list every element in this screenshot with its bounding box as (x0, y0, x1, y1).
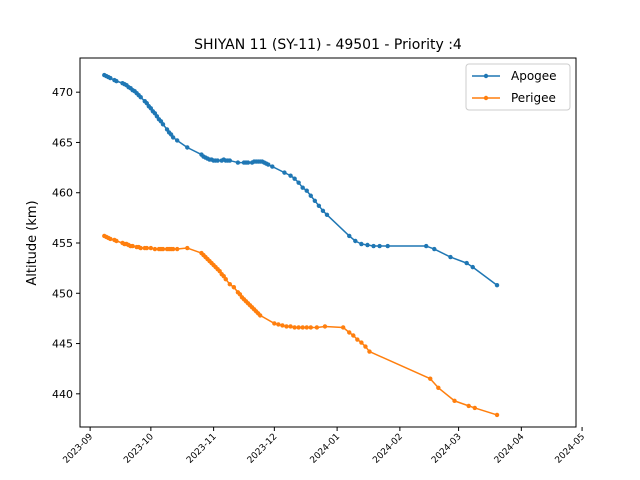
data-point (288, 173, 293, 178)
data-point (296, 325, 301, 330)
y-tick-label: 450 (52, 287, 73, 300)
data-point (130, 243, 135, 249)
data-point (152, 246, 158, 252)
data-point (282, 170, 287, 175)
data-point (235, 160, 241, 165)
data-point (276, 322, 281, 327)
data-point (280, 323, 285, 328)
series-apogee (102, 72, 500, 288)
data-point (170, 135, 176, 140)
data-point (322, 324, 328, 329)
data-point (494, 412, 500, 418)
data-point (452, 398, 457, 404)
data-point (359, 340, 364, 345)
chart-title: SHIYAN 11 (SY-11) - 49501 - Priority :4 (194, 37, 462, 53)
data-point (257, 313, 263, 318)
data-point (365, 242, 370, 248)
series-perigee (102, 233, 500, 418)
data-point (312, 198, 318, 203)
data-point (284, 324, 289, 329)
plot-area (80, 58, 576, 427)
data-point (108, 236, 113, 242)
data-point (363, 344, 368, 349)
legend-perigee-label: Perigee (511, 91, 556, 105)
data-point (308, 325, 313, 330)
data-point (300, 185, 305, 190)
data-point (448, 254, 453, 260)
y-tick-label: 470 (52, 86, 73, 99)
data-point (138, 245, 143, 251)
y-tick-label: 440 (52, 388, 73, 401)
data-point (185, 145, 190, 150)
data-point (227, 158, 233, 163)
data-point (288, 324, 293, 329)
data-point (114, 78, 119, 84)
data-point (148, 245, 154, 251)
data-point (316, 203, 322, 208)
data-point (160, 122, 166, 127)
data-point (347, 233, 352, 239)
data-point (432, 246, 437, 252)
data-point (494, 283, 500, 288)
data-point (466, 403, 471, 409)
data-point (377, 243, 382, 249)
data-point (292, 325, 297, 330)
data-point (464, 260, 469, 266)
y-tick-label: 465 (52, 136, 73, 149)
data-point (470, 264, 475, 270)
data-point (304, 188, 309, 193)
data-point (223, 277, 228, 282)
data-point (436, 385, 441, 390)
data-point (114, 238, 119, 244)
data-point (270, 164, 275, 169)
data-point (371, 243, 376, 249)
y-tick-label: 445 (52, 338, 73, 351)
data-point (138, 95, 143, 100)
data-point (308, 193, 313, 198)
data-point (320, 208, 326, 214)
legend-apogee-marker (483, 73, 489, 79)
data-point (266, 162, 271, 167)
data-point (359, 241, 364, 247)
y-tick-label: 460 (52, 187, 73, 200)
data-point (347, 330, 352, 335)
data-point (300, 325, 305, 330)
data-point (314, 325, 320, 330)
y-axis: 440 445 450 455 460 465 470 (52, 86, 80, 401)
plot-frame (79, 57, 577, 428)
data-point (353, 238, 358, 244)
data-point (292, 176, 297, 181)
data-point (385, 243, 390, 249)
data-point (227, 282, 233, 287)
legend-perigee-marker (483, 95, 489, 101)
data-point (428, 376, 433, 381)
y-axis-title: Altitude (km) (25, 200, 40, 285)
data-point (472, 405, 477, 411)
data-point (108, 75, 113, 81)
data-point (170, 246, 176, 252)
data-point (245, 160, 251, 165)
data-point (185, 245, 190, 251)
data-point (174, 138, 180, 143)
data-point (231, 285, 237, 290)
data-point (215, 158, 220, 163)
series-layer (102, 72, 500, 418)
data-point (160, 246, 166, 252)
legend: Apogee Perigee (465, 63, 571, 111)
legend-apogee-label: Apogee (511, 69, 557, 83)
data-point (304, 325, 309, 330)
data-point (367, 349, 372, 354)
data-point (272, 321, 277, 326)
data-point (174, 246, 180, 252)
data-point (351, 333, 356, 338)
y-tick-label: 455 (52, 237, 73, 250)
data-point (355, 337, 360, 342)
data-point (340, 325, 346, 330)
data-point (296, 180, 301, 185)
data-point (144, 245, 150, 251)
data-point (324, 212, 330, 218)
data-point (423, 243, 429, 249)
